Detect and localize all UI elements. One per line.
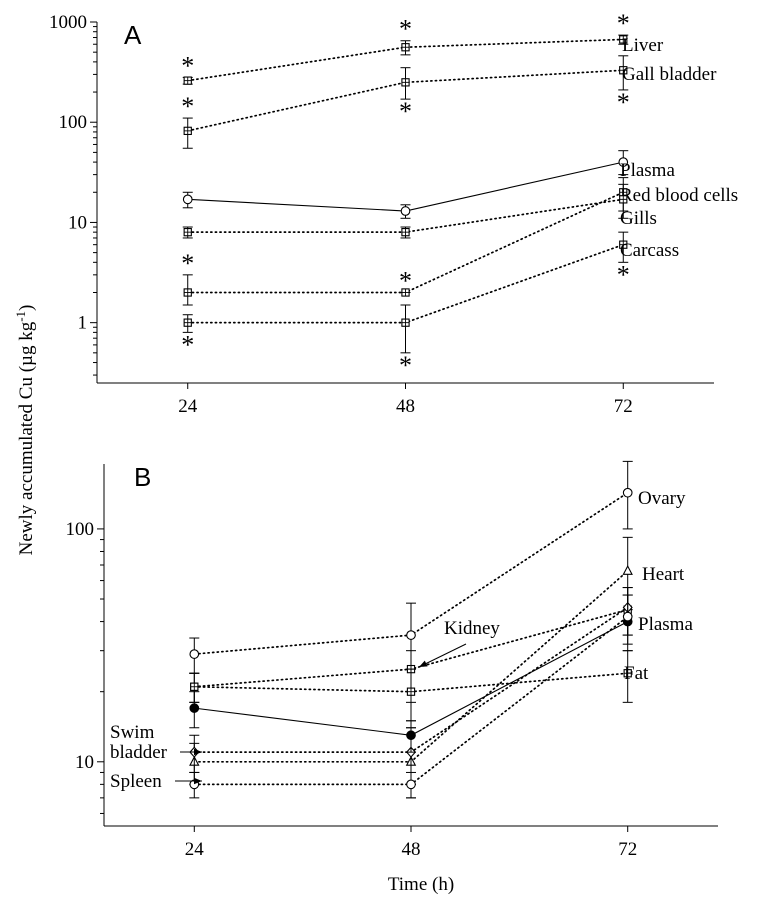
error-bar-carcass <box>400 304 411 354</box>
series-gall-bladder: * * * Gall bladder <box>181 55 717 149</box>
point-gall-bladder <box>183 126 192 136</box>
point-plasma <box>182 194 193 205</box>
significance-star: * <box>399 266 412 295</box>
significance-star: * <box>181 92 194 121</box>
series-gills: Gills <box>182 183 657 239</box>
significance-star: * <box>617 88 630 117</box>
label-arrow-kidney <box>418 643 467 668</box>
y-axis-title-main: Newly accumulated Cu (µg kg <box>16 321 37 555</box>
point-plasma <box>400 206 411 216</box>
y-tick-label-10: 10 <box>75 752 94 773</box>
series-label-swim-bladder-1: Swim <box>110 722 155 743</box>
significance-star: * <box>181 330 194 359</box>
series-heart: Heart <box>189 536 685 799</box>
series-label-red-blood-cells: Red blood cells <box>620 185 738 206</box>
series-carcass: ***Carcass <box>181 231 679 380</box>
significance-star: * <box>399 15 412 44</box>
series-label-kidney: Kidney <box>444 618 500 639</box>
point-ovary <box>406 630 416 640</box>
point-liver <box>401 43 410 52</box>
series-label-carcass: Carcass <box>620 240 679 261</box>
series-ovary: Ovary <box>189 460 686 674</box>
point-carcass <box>401 318 410 327</box>
series-label-plasma: Plasma <box>620 160 675 181</box>
x-tick-label-48: 48 <box>396 396 415 417</box>
series-label-liver: Liver <box>622 35 664 56</box>
point-liver <box>183 76 192 85</box>
series-label-gall-bladder: Gall bladder <box>622 64 717 85</box>
y-tick-label-10: 10 <box>68 212 87 233</box>
series-label-plasma: Plasma <box>638 614 693 635</box>
y-tick-label-1: 1 <box>78 313 88 334</box>
y-axis-title-close: ) <box>16 305 37 311</box>
significance-star: * <box>399 351 412 380</box>
point-gills <box>401 228 410 237</box>
series-label-heart: Heart <box>642 564 685 585</box>
label-arrow-head-swim-bladder <box>194 748 202 756</box>
series-label-fat: Fat <box>624 663 649 684</box>
significance-star: * <box>399 97 412 126</box>
x-tick-label-24: 24 <box>178 396 198 417</box>
point-gall-bladder <box>619 66 628 75</box>
series-line-gall-bladder <box>186 69 625 132</box>
series-label-ovary: Ovary <box>638 488 686 509</box>
point-gills <box>183 228 192 237</box>
significance-star: * <box>617 260 630 289</box>
point-carcass <box>183 318 192 327</box>
x-tick-label-72: 72 <box>614 396 633 417</box>
y-tick-label-100: 100 <box>66 519 95 540</box>
series-liver: ** *Liver <box>181 9 664 85</box>
x-tick-label-48: 48 <box>402 839 421 860</box>
series-spleen: Spleen <box>110 594 633 799</box>
point-fat <box>623 669 632 678</box>
point-plasma <box>618 157 629 167</box>
point-liver <box>619 35 628 44</box>
point-ovary <box>622 487 633 498</box>
label-arrow-head-kidney <box>419 660 428 667</box>
y-axis-title: Newly accumulated Cu (µg kg-1) <box>13 305 37 556</box>
point-plasma <box>189 703 200 713</box>
series-label-spleen: Spleen <box>110 771 162 792</box>
point-fat <box>190 682 199 691</box>
series-fat: Fat <box>189 650 649 722</box>
point-spleen <box>406 779 416 790</box>
point-fat <box>406 687 416 696</box>
point-ovary <box>189 649 200 659</box>
point-heart <box>622 564 633 575</box>
point-spleen <box>622 611 633 622</box>
significance-star: * <box>181 51 194 80</box>
y-axis-title-sup: -1 <box>13 311 28 322</box>
significance-star: * <box>617 9 630 38</box>
series-label-swim-bladder-2: bladder <box>110 742 168 763</box>
point-gills <box>619 195 628 204</box>
y-tick-label-1000: 1000 <box>49 12 87 33</box>
y-tick-label-100: 100 <box>59 112 88 133</box>
panel-letter-b: B <box>134 462 151 492</box>
label-arrow-head-spleen <box>194 777 202 785</box>
point-plasma <box>406 730 416 741</box>
series-plasma: Plasma <box>189 594 693 753</box>
x-tick-label-72: 72 <box>618 839 637 860</box>
point-red-blood-cells <box>183 288 192 297</box>
point-carcass <box>619 240 628 249</box>
series-line-plasma <box>187 161 624 212</box>
panel-letter-a: A <box>124 20 142 50</box>
point-gall-bladder <box>401 78 410 87</box>
series-label-gills: Gills <box>620 208 657 229</box>
significance-star: * <box>181 249 194 278</box>
x-axis-title: Time (h) <box>388 874 454 895</box>
point-red-blood-cells <box>401 288 410 297</box>
series-plasma: Plasma <box>182 150 675 219</box>
x-tick-label-24: 24 <box>185 839 205 860</box>
